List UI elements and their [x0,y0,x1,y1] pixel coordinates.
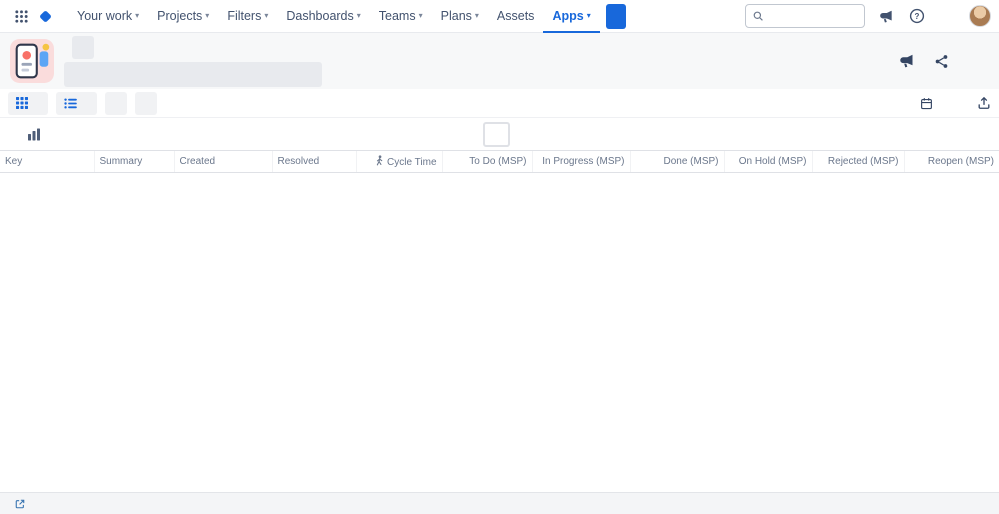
column-header-to-do-msp[interactable]: To Do (MSP) [442,151,533,173]
project-select[interactable] [64,61,322,87]
column-header-label: Key [5,156,23,167]
share-icon[interactable] [931,51,951,71]
nav-item-label: Teams [378,9,416,23]
app-header-actions [897,51,985,71]
table-controls-left [10,126,42,142]
issues-table: Key Summary Created Resolved Cycle Time To Do… [0,151,999,173]
nav-item-projects[interactable]: Projects ▾ [148,0,218,33]
calendar-icon [921,97,932,109]
settings-gear-icon[interactable] [965,51,985,71]
search-input[interactable] [769,9,857,23]
jira-logo-icon [40,10,51,22]
issue-source-select[interactable] [72,35,94,59]
export-icon [978,96,990,109]
column-header-done-msp[interactable]: Done (MSP) [630,151,725,173]
bar-chart-icon [28,128,40,140]
grid-view-icon [16,97,28,109]
chevron-down-icon: ▾ [418,11,423,20]
svg-text:?: ? [915,12,920,21]
footer [0,492,999,514]
nav-item-label: Apps [552,9,584,23]
column-header-label: On Hold (MSP) [738,156,807,167]
column-header-label: In Progress (MSP) [542,156,625,167]
issues-chart-button[interactable] [26,126,42,142]
nav-items: Your work ▾ Projects ▾ Filters ▾ Dashboards ▾ Te… [68,0,600,33]
nav-item-plans[interactable]: Plans ▾ [432,0,488,33]
nav-item-label: Dashboards [286,9,354,23]
page-size-select[interactable] [483,121,510,147]
nav-item-label: Your work [77,9,133,23]
statuses-button[interactable] [105,91,127,115]
navbar-right: ? [745,4,991,28]
column-header-key[interactable]: Key [0,151,95,173]
avatar[interactable] [969,5,991,27]
nav-item-filters[interactable]: Filters ▾ [218,0,277,33]
column-header-rejected-msp[interactable]: Rejected (MSP) [812,151,905,173]
nav-item-assets[interactable]: Assets [488,0,544,33]
nav-item-label: Assets [496,9,535,23]
column-header-label: Resolved [277,156,320,167]
table-head-row: Key Summary Created Resolved Cycle Time To Do… [0,151,999,173]
search-icon [753,11,763,21]
search-box[interactable] [745,4,865,28]
external-link-icon [15,499,25,508]
megaphone-icon[interactable] [876,6,896,26]
column-header-cycle-time[interactable]: Cycle Time [356,151,443,173]
jira-logo[interactable] [34,9,68,24]
app-header [0,33,999,89]
list-mode-button[interactable] [56,91,97,115]
jql-query-link[interactable] [10,499,25,509]
column-header-label: Rejected (MSP) [827,156,899,167]
chevron-down-icon: ▾ [356,11,361,20]
column-header-label: Created [179,156,216,167]
nav-item-your-work[interactable]: Your work ▾ [68,0,148,33]
column-header-resolved[interactable]: Resolved [272,151,357,173]
column-header-label: Done (MSP) [663,156,719,167]
running-status-icon [375,155,384,166]
column-header-summary[interactable]: Summary [94,151,175,173]
column-header-on-hold-msp[interactable]: On Hold (MSP) [724,151,813,173]
nav-item-label: Filters [227,9,262,23]
feedback-megaphone-icon[interactable] [897,51,917,71]
help-icon[interactable]: ? [907,6,927,26]
nav-item-label: Plans [440,9,472,23]
column-header-reopen-msp[interactable]: Reopen (MSP) [904,151,999,173]
filter-toolbar [0,89,999,118]
chevron-down-icon: ▾ [205,11,210,20]
column-header-label: Summary [99,156,143,167]
toolbar-right [920,96,991,110]
fields-button[interactable] [135,91,157,115]
view-mode-button[interactable] [8,91,48,115]
issues-table-wrap: Key Summary Created Resolved Cycle Time To Do… [0,151,999,492]
nav-item-dashboards[interactable]: Dashboards ▾ [277,0,369,33]
gear-icon[interactable] [938,6,958,26]
nav-item-apps[interactable]: Apps ▾ [543,0,599,33]
nav-item-teams[interactable]: Teams ▾ [370,0,432,33]
chevron-down-icon: ▾ [264,11,269,20]
issue-source-selectors [64,35,322,87]
table-controls [0,118,999,151]
list-icon [64,97,77,109]
pagination [471,121,534,147]
column-header-label: Cycle Time [387,157,437,168]
app-grid-icon [14,9,28,23]
top-navbar: Your work ▾ Projects ▾ Filters ▾ Dashboards ▾ Te… [0,0,999,33]
chevron-down-icon: ▾ [474,11,479,20]
column-header-label: Reopen (MSP) [927,156,994,167]
export-button[interactable] [977,96,991,110]
chevron-down-icon: ▾ [135,11,140,20]
nav-item-label: Projects [157,9,203,23]
create-button[interactable] [605,3,626,29]
column-header-label: To Do (MSP) [469,156,527,167]
calendar-button[interactable] [920,97,943,110]
app-switcher-button[interactable] [8,3,34,29]
column-header-in-progress-msp[interactable]: In Progress (MSP) [532,151,631,173]
chevron-down-icon: ▾ [586,11,591,20]
app-logo [10,39,54,83]
column-header-created[interactable]: Created [174,151,273,173]
